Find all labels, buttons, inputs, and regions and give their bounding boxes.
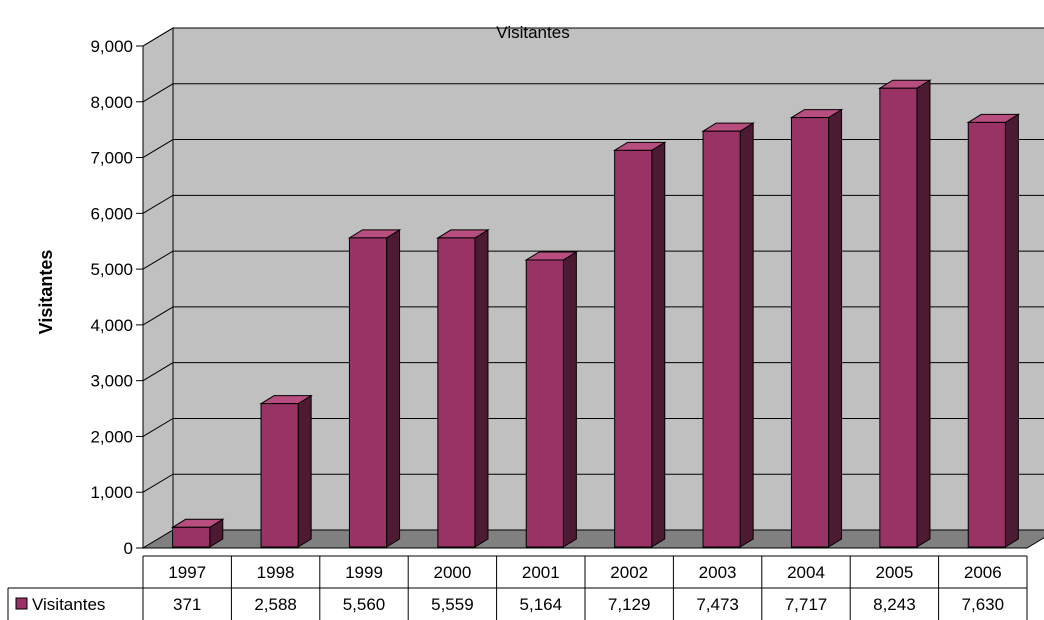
bar-side <box>739 122 754 548</box>
bar <box>436 229 490 548</box>
y-tick-label: 6,000 <box>90 204 133 223</box>
x-tick-label: 2003 <box>699 563 737 582</box>
data-label: 5,559 <box>431 595 474 614</box>
gridline <box>142 362 1044 382</box>
bar-front <box>348 237 388 548</box>
bar-side <box>1004 113 1019 548</box>
bar <box>524 251 579 548</box>
data-label: 7,129 <box>608 595 651 614</box>
bar <box>789 108 844 548</box>
data-label: 8,243 <box>873 595 916 614</box>
y-tick-label: 0 <box>124 539 133 558</box>
y-tick-label: 7,000 <box>90 149 133 168</box>
bar-side <box>474 229 489 548</box>
bar-front <box>172 526 211 548</box>
data-label: 7,717 <box>785 595 828 614</box>
bar-front <box>967 121 1006 548</box>
gridline <box>142 194 1044 214</box>
y-axis: 0 1,000 2,000 3,000 4,000 5,000 6,000 7,000 8,00… <box>90 37 144 558</box>
x-tick-label: 2004 <box>787 563 825 582</box>
y-axis-label: Visitantes <box>36 250 56 335</box>
gridline <box>142 27 1044 47</box>
y-tick-label: 8,000 <box>90 93 133 112</box>
gridline <box>142 83 1044 103</box>
data-label: 7,473 <box>696 595 739 614</box>
bar-front <box>879 87 918 548</box>
x-tick-label: 1999 <box>345 563 383 582</box>
data-table: 1997 1998 1999 2000 2001 2002 2003 2004 2005 2006… <box>7 555 1028 620</box>
bars <box>170 79 1021 548</box>
y-tick-label: 4,000 <box>90 316 133 335</box>
bar-front <box>525 259 564 548</box>
x-tick-label: 2000 <box>433 563 471 582</box>
y-tick-label: 9,000 <box>90 37 133 56</box>
data-label: 5,164 <box>520 595 563 614</box>
bar <box>612 141 667 548</box>
data-label: 371 <box>173 595 201 614</box>
x-tick-label: 2002 <box>610 563 648 582</box>
x-tick-label: 1997 <box>168 563 206 582</box>
gridline <box>142 139 1044 158</box>
y-tick-label: 1,000 <box>90 483 133 502</box>
bar <box>170 518 225 548</box>
bar-front <box>702 130 741 548</box>
side-wall <box>142 27 174 549</box>
gridline <box>142 417 1044 437</box>
y-tick-label: 2,000 <box>90 427 133 446</box>
bar <box>259 394 313 548</box>
bar-front <box>614 149 653 548</box>
bar-front <box>790 117 830 548</box>
y-tick-label: 3,000 <box>90 372 133 391</box>
bar-side <box>828 108 843 548</box>
y-tick-label: 5,000 <box>90 260 133 279</box>
bar-side <box>386 228 401 548</box>
gridline <box>142 250 1044 270</box>
gridlines <box>142 27 1044 493</box>
bar-front <box>260 403 299 548</box>
gridline <box>142 306 1044 326</box>
bar <box>966 113 1021 548</box>
bar-side <box>562 251 577 548</box>
bar <box>347 228 402 548</box>
legend-label: Visitantes <box>32 595 105 614</box>
bar <box>878 79 932 548</box>
legend-key <box>15 597 28 610</box>
bar-side <box>916 79 931 548</box>
x-tick-label: 2005 <box>875 563 913 582</box>
gridline <box>142 473 1044 493</box>
bar-side <box>297 394 312 548</box>
data-label: 5,560 <box>343 595 386 614</box>
data-label: 7,630 <box>962 595 1005 614</box>
x-tick-label: 1998 <box>257 563 295 582</box>
bar-side <box>651 141 666 548</box>
x-tick-label: 2006 <box>964 563 1002 582</box>
x-tick-label: 2001 <box>522 563 560 582</box>
data-label: 2,588 <box>254 595 297 614</box>
chart-title: Visitantes <box>496 23 569 42</box>
bar-front <box>437 237 476 548</box>
bar <box>701 122 755 548</box>
